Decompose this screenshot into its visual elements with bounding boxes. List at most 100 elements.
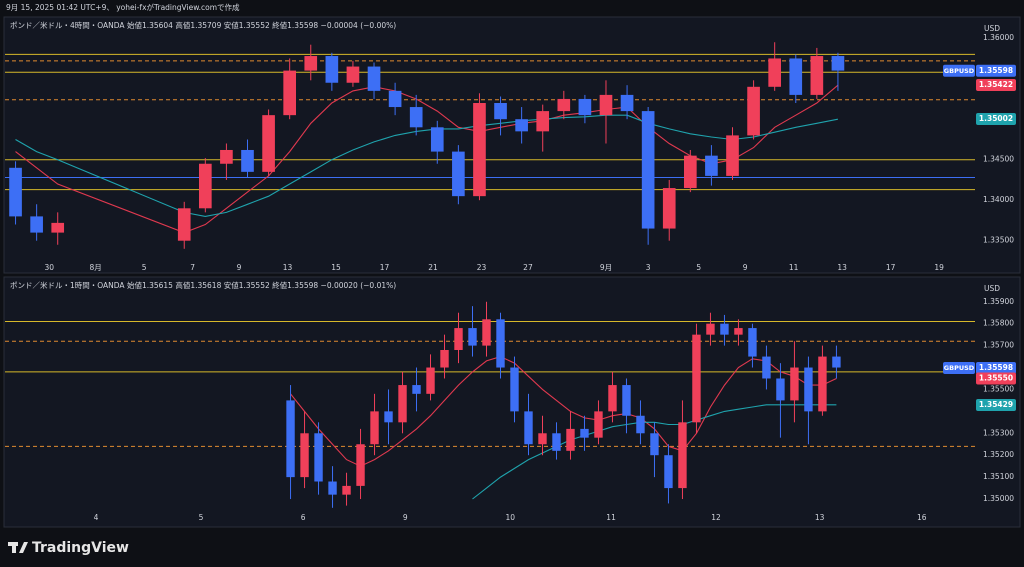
y-tick-label: 1.35200 (983, 450, 1014, 459)
x-tick-label: 15 (331, 263, 341, 272)
candle-body (832, 356, 841, 368)
candle-body (622, 385, 631, 416)
candle-body (426, 367, 435, 394)
x-tick-label: 30 (45, 263, 55, 272)
y-tick-label: 1.35300 (983, 428, 1014, 437)
candle-body (804, 367, 813, 412)
candle-body (734, 328, 743, 335)
candle-body (356, 444, 365, 486)
y-tick-label: 1.35700 (983, 341, 1014, 350)
candle-body (748, 328, 757, 357)
y-tick-label: 1.34000 (983, 195, 1014, 204)
x-tick-label: 11 (789, 263, 799, 272)
symbol-label: GBPUSD (944, 67, 975, 75)
y-tick-label: 1.35900 (983, 297, 1014, 306)
price-label: 1.35422 (979, 80, 1013, 89)
candle-body (494, 103, 507, 120)
candle-body (747, 86, 760, 136)
x-tick-label: 16 (917, 513, 927, 522)
candle-body (768, 58, 781, 87)
symbol-label: GBPUSD (944, 364, 975, 372)
legend: ポンド／米ドル・4時間・OANDA 始値1.35604 高値1.35709 安値… (10, 20, 396, 30)
candle-body (473, 103, 486, 197)
candle-body (641, 111, 655, 229)
candle-body (328, 481, 337, 495)
candle-body (789, 58, 803, 95)
candle-body (578, 98, 592, 116)
candle-body (706, 323, 715, 335)
price-label-box (976, 372, 1016, 385)
candle-body (608, 385, 617, 412)
brand: TradingView (32, 540, 129, 556)
y-tick-label: 1.36000 (983, 33, 1014, 42)
candle-body (304, 56, 318, 71)
price-label: 1.35002 (979, 114, 1013, 123)
candle-body (440, 349, 449, 368)
candle-body (51, 222, 65, 233)
x-tick-label: 8月 (90, 263, 102, 272)
candle-body (177, 208, 191, 241)
x-tick-label: 9 (237, 263, 242, 272)
candle-body (384, 411, 393, 423)
y-tick-label: 1.35000 (983, 494, 1014, 503)
candle-body (557, 98, 571, 112)
y-tick-label: 1.35100 (983, 472, 1014, 481)
candle-body (496, 319, 505, 368)
candle-body (790, 367, 799, 401)
x-tick-label: 3 (646, 263, 651, 272)
y-tick-label: 1.34500 (983, 155, 1014, 164)
candle-body (283, 70, 296, 116)
candle-body (650, 433, 659, 456)
candle-body (538, 433, 547, 445)
candle-body (552, 433, 561, 451)
caption: 9月 15, 2025 01:42 UTC+9、 yohei-fxがTradin… (6, 2, 240, 12)
candle-body (515, 119, 528, 132)
logo (8, 542, 28, 553)
x-tick-label: 5 (199, 513, 204, 522)
x-tick-label: 4 (94, 513, 99, 522)
price-label: 1.35429 (979, 400, 1013, 409)
symbol-box (943, 361, 975, 374)
candle-body (762, 356, 771, 379)
price-label: 1.35598 (979, 66, 1013, 75)
candle-body (388, 90, 402, 108)
candle-body (468, 328, 477, 346)
x-tick-label: 21 (428, 263, 438, 272)
candle-body (262, 115, 275, 172)
candle-body (662, 188, 676, 229)
candle-body (594, 411, 603, 438)
candle-body (241, 149, 254, 172)
x-tick-label: 13 (283, 263, 293, 272)
candle-body (300, 433, 309, 478)
y-tick-label: 1.35800 (983, 319, 1014, 328)
candle-body (452, 151, 465, 197)
x-tick-label: 17 (886, 263, 896, 272)
x-tick-label: 23 (477, 263, 487, 272)
candle-body (314, 433, 323, 482)
candle-body (482, 319, 491, 346)
candle-body (636, 415, 645, 434)
price-label-box (976, 361, 1016, 374)
candle-body (580, 428, 589, 438)
price-label-box (976, 79, 1016, 92)
x-tick-label: 5 (696, 263, 701, 272)
candle-body (286, 400, 295, 478)
x-tick-label: 9 (743, 263, 748, 272)
price-label-box (976, 399, 1016, 412)
candle-body (325, 56, 339, 83)
candle-body (705, 155, 718, 176)
x-tick-label: 7 (190, 263, 195, 272)
x-tick-label: 13 (815, 513, 825, 522)
candle-body (9, 167, 22, 217)
candle-body (524, 411, 533, 445)
x-tick-label: 10 (506, 513, 516, 522)
candle-body (620, 94, 634, 112)
candle-body (831, 56, 845, 71)
y-tick-label: 1.33500 (983, 236, 1014, 245)
currency: USD (984, 24, 1000, 33)
candle-body (346, 66, 360, 83)
x-tick-label: 6 (301, 513, 306, 522)
x-tick-label: 5 (142, 263, 147, 272)
